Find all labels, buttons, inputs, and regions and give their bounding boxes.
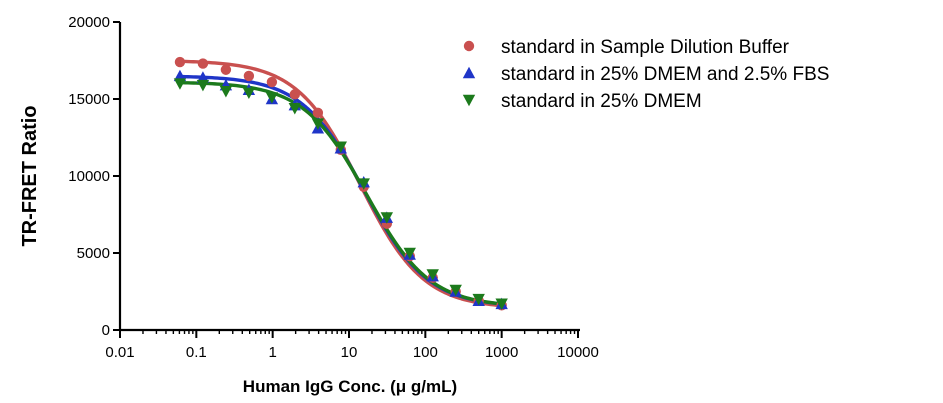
x-tick-label: 100	[413, 344, 438, 361]
data-point-series-3	[495, 298, 508, 311]
data-point-series-3	[242, 87, 256, 100]
data-point-series-3	[288, 102, 302, 115]
data-point-series-3	[357, 178, 370, 190]
fit-curve-series-3	[179, 80, 502, 306]
fit-curves	[179, 59, 502, 308]
data-point-series-1	[174, 56, 186, 68]
data-point-series-1	[312, 107, 324, 119]
data-point-series-3	[173, 78, 187, 90]
legend-marker-series-3	[462, 94, 476, 107]
data-point-series-2	[173, 69, 187, 82]
y-tick-label: 0	[102, 322, 110, 339]
x-tick-label: 0.1	[186, 344, 207, 361]
y-axis-title: TR-FRET Ratio	[19, 105, 41, 246]
ticks: 0 5000 10000 15000 20000 0.01 0.1 1 10 100 1000 100…	[68, 14, 599, 361]
data-point-series-3	[311, 118, 325, 130]
data-point-series-1	[243, 70, 255, 82]
x-tick-label: 0.01	[105, 344, 134, 361]
legend-label-series-3: standard in 25% DMEM	[501, 91, 702, 112]
legend-label-series-1: standard in Sample Dilution Buffer	[501, 37, 790, 58]
data-point-series-3	[472, 293, 485, 306]
data-point-series-3	[380, 212, 394, 224]
data-point-series-2	[196, 71, 210, 83]
y-tick-label: 15000	[68, 91, 110, 108]
data-point-series-1	[197, 58, 209, 69]
x-tick-label: 1000	[485, 344, 518, 361]
legend-marker-series-1	[463, 40, 475, 52]
data-points	[173, 56, 508, 311]
data-point-series-1	[220, 64, 232, 75]
data-point-series-3	[403, 247, 416, 260]
x-tick-label: 10	[341, 344, 358, 361]
y-tick-label: 5000	[77, 245, 110, 262]
x-tick-label: 10000	[557, 344, 599, 361]
legend-marker-series-2	[462, 66, 476, 79]
data-point-series-3	[219, 86, 233, 98]
legend-label-series-2: standard in 25% DMEM and 2.5% FBS	[501, 64, 829, 85]
data-point-series-3	[449, 284, 462, 297]
fit-curve-series-1	[179, 59, 502, 308]
data-point-series-1	[289, 89, 301, 100]
x-tick-label: 1	[268, 344, 276, 361]
data-point-series-3	[334, 141, 348, 153]
data-point-series-1	[266, 76, 278, 88]
data-point-series-3	[196, 79, 210, 92]
data-point-series-3	[265, 92, 279, 104]
fit-curve-series-2	[179, 74, 502, 306]
x-axis-title: Human IgG Conc. (μ g/mL)	[243, 377, 457, 396]
y-tick-label: 20000	[68, 14, 110, 31]
data-point-series-3	[426, 269, 439, 281]
legend: standard in Sample Dilution Buffer standa…	[462, 37, 829, 112]
y-tick-label: 10000	[68, 168, 110, 185]
